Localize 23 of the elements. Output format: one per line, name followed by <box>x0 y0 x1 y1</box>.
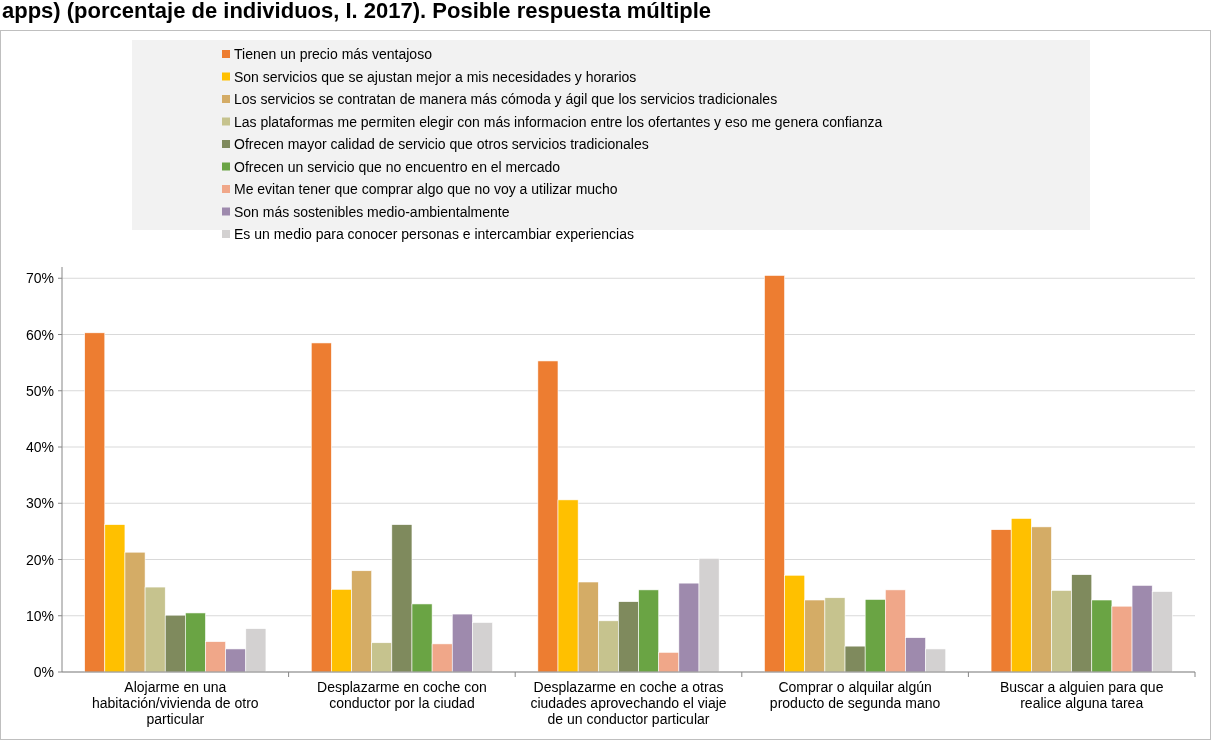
x-tick-label: Alojarme en una habitación/vivienda de otro particular <box>92 679 259 727</box>
y-tick-label: 70% <box>25 270 54 287</box>
y-tick-label: 10% <box>25 607 54 624</box>
x-tick-label: Desplazarme en coche a otras ciudades aprovechando el viaje de un conductor particular <box>530 679 727 727</box>
x-tick-label: Buscar a alguien para que realice alguna tarea <box>999 679 1164 711</box>
legend-label: Ofrecen mayor calidad de servicio que otros servicios tradicionales <box>234 136 649 152</box>
legend-label: Los servicios se contratan de manera más cómoda y ágil que los servicios tradicionales <box>234 91 778 107</box>
y-tick-label: 60% <box>25 326 54 343</box>
y-tick-label: 40% <box>25 439 54 455</box>
legend-label: Tienen un precio más ventajoso <box>234 46 433 62</box>
x-tick-label: Desplazarme en coche con conductor por la ciudad <box>317 679 487 711</box>
legend-label: Son servicios que se ajustan mejor a mis necesidades y horarios <box>234 68 637 85</box>
legend-label: Las plataformas me permiten elegir con más informacion entre los ofertantes y eso me genera confianza <box>234 113 883 130</box>
y-tick-label: 0% <box>33 664 54 680</box>
y-tick-label: 30% <box>25 495 54 512</box>
y-tick-label: 50% <box>25 382 54 399</box>
legend-label: Es un medio para conocer personas e intercambiar experiencias <box>234 226 634 242</box>
legend-label: Ofrecen un servicio que no encuentro en el mercado <box>234 158 561 175</box>
legend-label: Son más sostenibles medio-ambientalmente <box>234 203 510 220</box>
legend-label: Me evitan tener que comprar algo que no voy a utilizar mucho <box>234 181 618 197</box>
chart-title: apps) (porcentaje de individuos, I. 2017). Posible respuesta múltiple <box>2 0 712 23</box>
y-tick-label: 20% <box>25 551 54 568</box>
x-tick-label: Comprar o alquilar algún producto de segunda mano <box>769 679 941 711</box>
